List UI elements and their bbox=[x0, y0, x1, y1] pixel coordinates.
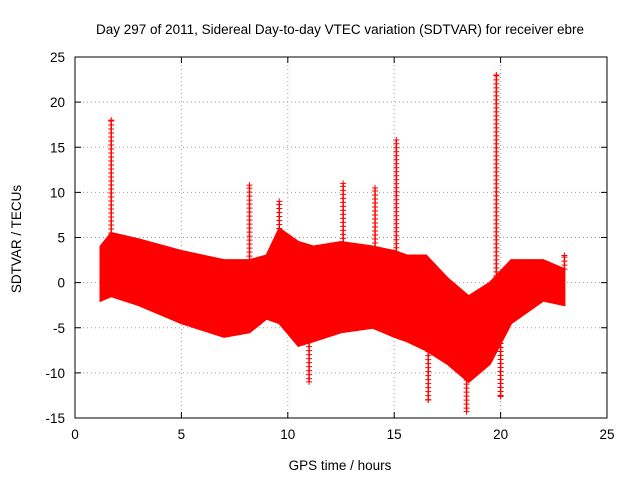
x-tick-label: 15 bbox=[387, 427, 402, 442]
spike-peak-marker bbox=[276, 198, 283, 205]
y-tick-label: 0 bbox=[57, 276, 65, 291]
y-tick-label: 20 bbox=[50, 95, 65, 110]
spike-peak-marker bbox=[108, 117, 115, 124]
spike-peak-marker bbox=[306, 378, 313, 385]
axis-ticks: 0 5 10 15 20 25 -15 -10 -5 0 5 10 15 20 25 bbox=[45, 50, 614, 442]
spike-peak-marker bbox=[425, 396, 432, 403]
y-tick-label: 25 bbox=[50, 50, 65, 65]
spike-peak-marker bbox=[393, 137, 400, 144]
y-tick-label: -10 bbox=[45, 366, 65, 381]
y-axis-label: SDTVAR / TECUs bbox=[9, 185, 24, 294]
grid bbox=[75, 57, 607, 418]
y-tick-label: -15 bbox=[45, 411, 65, 426]
y-tick-label: 10 bbox=[50, 185, 65, 200]
y-tick-label: -5 bbox=[53, 321, 65, 336]
x-tick-label: 20 bbox=[493, 427, 508, 442]
spike-peak-marker bbox=[463, 408, 470, 415]
spike-peak-marker bbox=[497, 393, 504, 400]
series-sdtvar bbox=[99, 72, 568, 415]
spike-peak-marker bbox=[246, 182, 253, 189]
x-tick-label: 10 bbox=[280, 427, 295, 442]
spike-peak-marker bbox=[493, 72, 500, 79]
x-axis-label: GPS time / hours bbox=[289, 458, 392, 473]
x-tick-label: 5 bbox=[178, 427, 186, 442]
spike-peak-marker bbox=[561, 252, 568, 259]
y-tick-label: 5 bbox=[57, 231, 65, 246]
spike-peak-marker bbox=[372, 184, 379, 191]
x-tick-label: 0 bbox=[71, 427, 79, 442]
chart-title: Day 297 of 2011, Sidereal Day-to-day VTE… bbox=[96, 22, 584, 37]
y-tick-label: 15 bbox=[50, 140, 65, 155]
x-tick-label: 25 bbox=[599, 427, 614, 442]
spike-peak-marker bbox=[340, 180, 347, 187]
